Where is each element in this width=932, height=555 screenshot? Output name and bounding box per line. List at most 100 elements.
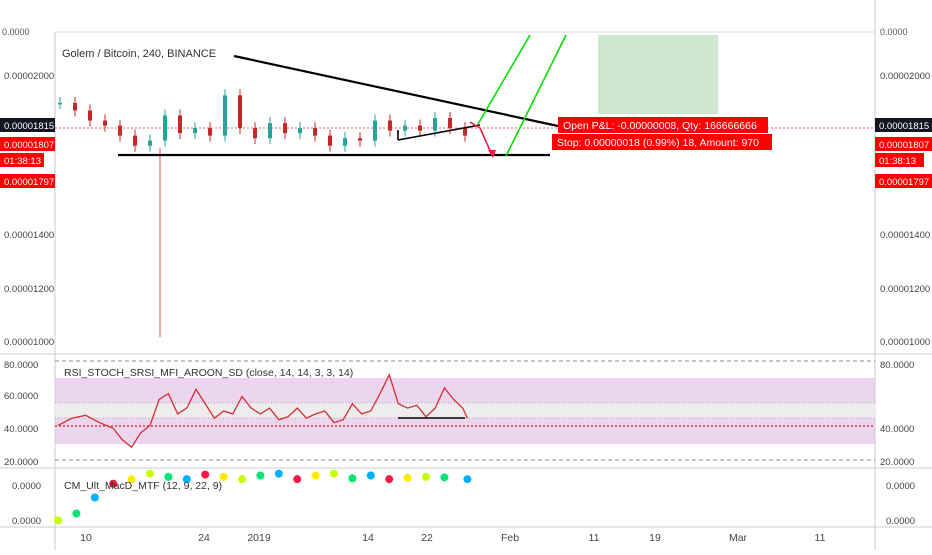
y-tick-left: 0.00001000 bbox=[4, 337, 54, 348]
candle bbox=[223, 95, 227, 136]
price-badge-right bbox=[875, 174, 932, 188]
target-zone[interactable] bbox=[598, 35, 718, 114]
position-stop-text: Stop: 0.00000018 (0.99%) 18, Amount: 970 bbox=[557, 137, 759, 149]
price-badge-right bbox=[875, 118, 932, 132]
price-badge-left-text: 0.00001807 bbox=[4, 140, 54, 151]
price-badge-left-text: 0.00001797 bbox=[4, 177, 54, 188]
macd-point bbox=[440, 473, 449, 482]
macd-point bbox=[109, 479, 118, 488]
y-tick-right: 0.00001200 bbox=[880, 284, 930, 295]
rsi-pane: RSI_STOCH_SRSI_MFI_AROON_SD (close, 14, … bbox=[0, 353, 932, 468]
candle bbox=[238, 95, 242, 129]
macd-point bbox=[293, 475, 302, 484]
x-tick: 11 bbox=[589, 532, 600, 544]
countdown-badge-left-text: 01:38:13 bbox=[4, 156, 41, 167]
macd-point bbox=[385, 475, 394, 484]
price-badge-left bbox=[0, 137, 55, 151]
position-box-row2 bbox=[552, 134, 772, 150]
projection-arrow-down[interactable] bbox=[469, 121, 493, 156]
candle bbox=[103, 120, 107, 126]
x-tick: Mar bbox=[729, 532, 748, 544]
macd-point bbox=[219, 472, 228, 481]
position-pnl-text: Open P&L: -0.00000008, Qty: 166666666 bbox=[563, 120, 757, 132]
macd-title: CM_Ult_MacD_MTF (12, 9, 22, 9) bbox=[64, 480, 222, 492]
macd-y-tick: 0.0000 bbox=[12, 516, 41, 527]
rsi-y-tick: 80.0000 bbox=[4, 360, 38, 371]
countdown-badge-right-text: 01:38:13 bbox=[879, 156, 916, 167]
candle bbox=[373, 120, 377, 141]
rsi-y-tick-right: 20.0000 bbox=[880, 457, 914, 468]
candle bbox=[268, 123, 272, 139]
price-badge-right-text: 0.00001815 bbox=[879, 121, 929, 132]
top-pane-left-label: 0.0000 bbox=[2, 27, 30, 37]
candle bbox=[73, 102, 77, 111]
price-badge-right bbox=[875, 137, 932, 151]
projection-line-lower[interactable] bbox=[505, 34, 567, 157]
candle bbox=[313, 128, 317, 136]
x-tick: 19 bbox=[649, 532, 661, 544]
macd-y-tick-right: 0.0000 bbox=[886, 481, 915, 492]
top-pane-right-label: 0.0000 bbox=[880, 27, 908, 37]
candle bbox=[283, 123, 287, 134]
candle bbox=[328, 135, 332, 146]
macd-point bbox=[311, 471, 320, 480]
rsi-y-tick-right: 80.0000 bbox=[880, 360, 914, 371]
macd-point bbox=[72, 509, 81, 518]
rsi-y-tick: 40.0000 bbox=[4, 424, 38, 435]
macd-point bbox=[238, 475, 246, 484]
x-tick: 14 bbox=[362, 532, 374, 544]
inner-trendline[interactable] bbox=[397, 124, 481, 141]
macd-pane: CM_Ult_MacD_MTF (12, 9, 22, 9) 0.0000 0.… bbox=[0, 467, 932, 527]
macd-y-tick-right: 0.0000 bbox=[886, 516, 915, 527]
main-pane: Open P&L: -0.00000008, Qty: 166666666 St… bbox=[0, 34, 932, 348]
y-tick-right: 0.00001000 bbox=[880, 337, 930, 348]
candle bbox=[118, 125, 122, 136]
rsi-y-tick: 60.0000 bbox=[4, 391, 38, 402]
candle bbox=[448, 118, 452, 129]
rsi-y-tick: 20.0000 bbox=[4, 457, 38, 468]
projection-line-upper[interactable] bbox=[477, 34, 531, 125]
candle bbox=[388, 120, 392, 131]
y-tick-left: 0.00001200 bbox=[4, 284, 54, 295]
candle bbox=[343, 138, 347, 146]
macd-point bbox=[127, 475, 136, 484]
x-tick: 2019 bbox=[247, 532, 271, 544]
macd-point bbox=[330, 469, 338, 478]
candle bbox=[133, 135, 137, 146]
x-axis: 10 24 2019 14 22 Feb 11 19 Mar 11 bbox=[0, 526, 932, 544]
rsi-mid-band bbox=[55, 403, 875, 418]
resistance-trendline[interactable] bbox=[233, 54, 559, 128]
rsi-line bbox=[57, 373, 468, 449]
candle bbox=[148, 140, 152, 146]
candle bbox=[403, 125, 407, 131]
price-badge-left bbox=[0, 174, 55, 188]
macd-point bbox=[256, 471, 265, 480]
x-tick: 24 bbox=[198, 532, 210, 544]
rsi-title: RSI_STOCH_SRSI_MFI_AROON_SD (close, 14, … bbox=[64, 367, 353, 379]
chart-title: Golem / Bitcoin, 240, BINANCE bbox=[62, 48, 216, 60]
x-tick: Feb bbox=[501, 532, 519, 544]
y-tick-left: 0.00001400 bbox=[4, 230, 54, 241]
candle bbox=[88, 110, 92, 121]
position-box-row1 bbox=[558, 117, 768, 133]
position-box[interactable]: Open P&L: -0.00000008, Qty: 166666666 St… bbox=[552, 117, 772, 150]
x-tick: 22 bbox=[421, 532, 433, 544]
arrow-head-icon bbox=[488, 150, 496, 158]
macd-point bbox=[366, 471, 375, 480]
x-tick: 11 bbox=[815, 532, 826, 544]
countdown-badge-right bbox=[875, 153, 924, 167]
y-tick-right: 0.00001400 bbox=[880, 230, 930, 241]
x-tick: 10 bbox=[80, 532, 92, 544]
candle bbox=[193, 128, 197, 134]
candle bbox=[358, 138, 362, 141]
rsi-y-tick-right: 40.0000 bbox=[880, 424, 914, 435]
candle bbox=[163, 115, 167, 141]
candle bbox=[253, 128, 257, 139]
price-badge-right-text: 0.00001807 bbox=[879, 140, 929, 151]
macd-point bbox=[90, 493, 99, 502]
candle bbox=[58, 102, 62, 105]
macd-series bbox=[54, 469, 472, 525]
macd-y-tick: 0.0000 bbox=[12, 481, 41, 492]
